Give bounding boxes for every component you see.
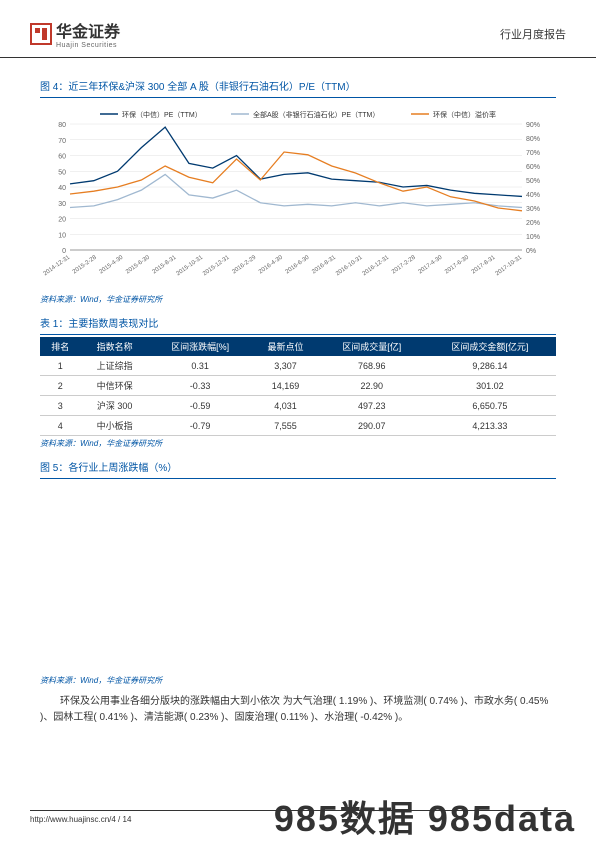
svg-text:环保（中信）溢价率: 环保（中信）溢价率 xyxy=(433,110,496,119)
svg-text:50: 50 xyxy=(58,169,66,176)
table1-source: 资料来源：Wind，华金证券研究所 xyxy=(40,438,556,449)
svg-text:2015-10-31: 2015-10-31 xyxy=(175,254,204,277)
logo: 华金证券 Huajin Securities xyxy=(30,18,120,49)
table-cell: 3,307 xyxy=(251,356,319,376)
table-header: 区间涨跌幅[%] xyxy=(149,337,252,356)
fig5-title: 图 5：各行业上周涨跌幅（%） xyxy=(40,455,556,479)
table-cell: -0.59 xyxy=(149,396,252,416)
table-cell: 沪深 300 xyxy=(80,396,148,416)
svg-text:30: 30 xyxy=(58,201,66,208)
svg-text:2016-8-31: 2016-8-31 xyxy=(311,254,337,275)
svg-text:80: 80 xyxy=(58,122,66,129)
fig5-chart xyxy=(40,483,556,673)
svg-text:2016-4-30: 2016-4-30 xyxy=(258,254,284,275)
svg-text:2017-8-31: 2017-8-31 xyxy=(471,254,497,275)
svg-text:20%: 20% xyxy=(526,220,540,227)
svg-text:0%: 0% xyxy=(526,248,536,255)
fig4-chart: 0 10 20 30 40 50 60 70 80 0% 10% 20% 30% 40% 50% 60% 70%… xyxy=(40,102,556,292)
svg-text:2016-2-29: 2016-2-29 xyxy=(231,254,257,275)
svg-text:70: 70 xyxy=(58,138,66,145)
table-cell: 3 xyxy=(40,396,80,416)
svg-text:80%: 80% xyxy=(526,136,540,143)
table-cell: 4,213.33 xyxy=(424,416,556,436)
svg-text:40: 40 xyxy=(58,185,66,192)
table-cell: 4 xyxy=(40,416,80,436)
svg-text:70%: 70% xyxy=(526,150,540,157)
svg-text:2015-12-31: 2015-12-31 xyxy=(202,254,231,277)
header-doc-type: 行业月度报告 xyxy=(500,26,566,42)
content-area: 图 4：近三年环保&沪深 300 全部 A 股（非银行石油石化）P/E（TTM）… xyxy=(0,58,596,726)
table-cell: 14,169 xyxy=(251,376,319,396)
svg-text:2017-2-28: 2017-2-28 xyxy=(391,254,417,275)
table-cell: 1 xyxy=(40,356,80,376)
svg-text:环保（中信）PE（TTM）: 环保（中信）PE（TTM） xyxy=(122,110,202,119)
svg-text:全部A股（非银行石油石化）PE（TTM）: 全部A股（非银行石油石化）PE（TTM） xyxy=(253,110,379,119)
table-cell: -0.33 xyxy=(149,376,252,396)
table-cell: -0.79 xyxy=(149,416,252,436)
table-header: 指数名称 xyxy=(80,337,148,356)
table-cell: 7,555 xyxy=(251,416,319,436)
svg-text:90%: 90% xyxy=(526,122,540,129)
svg-text:2017-10-31: 2017-10-31 xyxy=(495,254,524,277)
svg-text:50%: 50% xyxy=(526,178,540,185)
logo-text: 华金证券 xyxy=(56,18,120,42)
table-row: 4中小板指-0.797,555290.074,213.33 xyxy=(40,416,556,436)
table1-title: 表 1：主要指数周表现对比 xyxy=(40,311,556,335)
svg-text:2016-6-30: 2016-6-30 xyxy=(285,254,311,275)
svg-text:2015-6-30: 2015-6-30 xyxy=(125,254,151,275)
table-row: 2中信环保-0.3314,16922.90301.02 xyxy=(40,376,556,396)
svg-text:2014-12-31: 2014-12-31 xyxy=(43,254,72,277)
svg-text:40%: 40% xyxy=(526,192,540,199)
table-cell: 中小板指 xyxy=(80,416,148,436)
page-header: 华金证券 Huajin Securities 行业月度报告 xyxy=(0,0,596,58)
table-header: 区间成交量[亿] xyxy=(320,337,424,356)
svg-text:30%: 30% xyxy=(526,206,540,213)
table-cell: 9,286.14 xyxy=(424,356,556,376)
svg-text:2015-2-28: 2015-2-28 xyxy=(72,254,98,275)
table-cell: 上证综指 xyxy=(80,356,148,376)
table-cell: 301.02 xyxy=(424,376,556,396)
fig5-source: 资料来源：Wind，华金证券研究所 xyxy=(40,675,556,686)
svg-text:0: 0 xyxy=(62,248,66,255)
fig4-title: 图 4：近三年环保&沪深 300 全部 A 股（非银行石油石化）P/E（TTM） xyxy=(40,74,556,98)
table-cell: 768.96 xyxy=(320,356,424,376)
footer-url: http://www.huajinsc.cn/4 / 14 xyxy=(30,815,131,824)
svg-text:2017-4-30: 2017-4-30 xyxy=(418,254,444,275)
svg-text:20: 20 xyxy=(58,217,66,224)
table-cell: 中信环保 xyxy=(80,376,148,396)
svg-text:2016-12-31: 2016-12-31 xyxy=(362,254,391,277)
table-cell: 2 xyxy=(40,376,80,396)
svg-text:2015-8-31: 2015-8-31 xyxy=(152,254,178,275)
logo-icon xyxy=(30,23,52,45)
svg-text:10: 10 xyxy=(58,232,66,239)
svg-text:2015-4-30: 2015-4-30 xyxy=(98,254,124,275)
table-cell: 22.90 xyxy=(320,376,424,396)
table-cell: 290.07 xyxy=(320,416,424,436)
fig4-source: 资料来源：Wind，华金证券研究所 xyxy=(40,294,556,305)
table-row: 1上证综指0.313,307768.969,286.14 xyxy=(40,356,556,376)
table-header: 排名 xyxy=(40,337,80,356)
watermark: 985数据 985data xyxy=(274,790,576,842)
table-cell: 497.23 xyxy=(320,396,424,416)
svg-text:2017-6-30: 2017-6-30 xyxy=(444,254,470,275)
table-row: 3沪深 300-0.594,031497.236,650.75 xyxy=(40,396,556,416)
table-header: 区间成交金额[亿元] xyxy=(424,337,556,356)
svg-text:60%: 60% xyxy=(526,164,540,171)
table-header: 最新点位 xyxy=(251,337,319,356)
summary-paragraph: 环保及公用事业各细分版块的涨跌幅由大到小依次 为大气治理( 1.19% )、环境… xyxy=(40,694,556,726)
table-cell: 6,650.75 xyxy=(424,396,556,416)
svg-text:2016-10-31: 2016-10-31 xyxy=(335,254,364,277)
svg-text:10%: 10% xyxy=(526,234,540,241)
table-cell: 0.31 xyxy=(149,356,252,376)
table1: 排名指数名称区间涨跌幅[%]最新点位区间成交量[亿]区间成交金额[亿元] 1上证… xyxy=(40,337,556,436)
logo-subtitle: Huajin Securities xyxy=(56,42,120,49)
svg-text:60: 60 xyxy=(58,154,66,161)
table-cell: 4,031 xyxy=(251,396,319,416)
